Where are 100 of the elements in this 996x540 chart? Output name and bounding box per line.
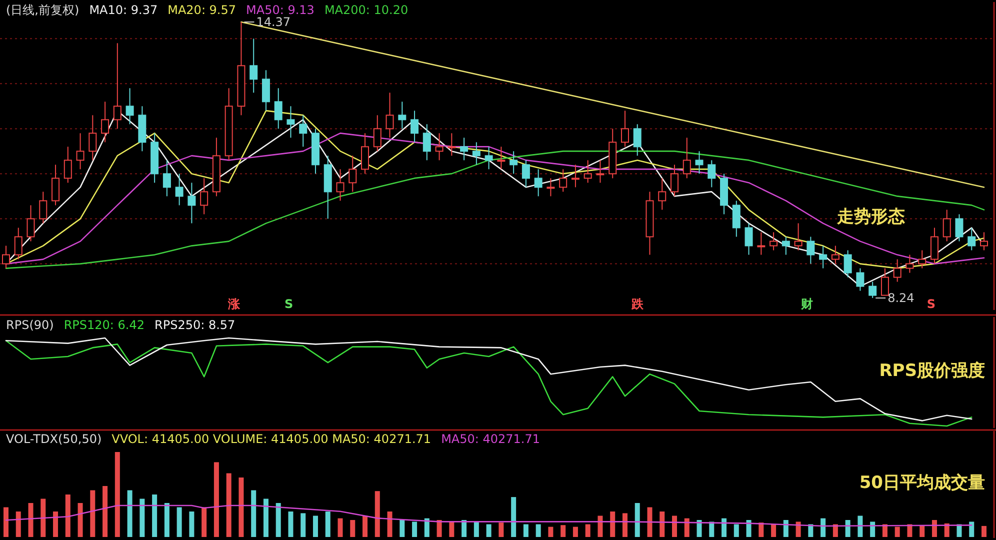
candlestick bbox=[373, 114, 382, 152]
candlestick bbox=[856, 268, 864, 292]
bar bbox=[90, 490, 96, 537]
bar bbox=[982, 526, 986, 537]
bar bbox=[722, 518, 727, 537]
bar bbox=[276, 503, 281, 537]
bar bbox=[28, 503, 34, 537]
candlestick bbox=[633, 124, 642, 156]
bar bbox=[263, 498, 268, 537]
bar bbox=[486, 524, 492, 537]
bar bbox=[312, 516, 318, 537]
bar bbox=[300, 513, 306, 537]
chart-title: (日线,前复权) bbox=[6, 3, 80, 17]
bar bbox=[572, 526, 578, 537]
bar bbox=[622, 513, 628, 537]
bar bbox=[251, 490, 256, 537]
annotation: S bbox=[284, 297, 294, 311]
candlestick bbox=[386, 92, 394, 138]
bar bbox=[498, 522, 504, 537]
bar bbox=[870, 522, 876, 537]
candlestick bbox=[682, 137, 691, 179]
text: MA10: 9.37 bbox=[89, 3, 158, 17]
bar bbox=[511, 497, 516, 537]
chart-title: VOL-TDX(50,50) bbox=[6, 432, 102, 446]
bar bbox=[585, 524, 590, 537]
bar bbox=[4, 507, 8, 537]
bar bbox=[362, 516, 368, 537]
bar bbox=[858, 516, 863, 537]
candlestick bbox=[200, 178, 208, 215]
candlestick bbox=[2, 245, 10, 269]
candlestick bbox=[658, 178, 666, 210]
bar bbox=[400, 520, 405, 537]
bar bbox=[412, 522, 418, 537]
candlestick bbox=[435, 132, 444, 161]
annotation: 涨 bbox=[227, 297, 242, 311]
candlestick bbox=[250, 38, 258, 94]
candlestick bbox=[510, 150, 518, 174]
candlestick bbox=[448, 132, 456, 156]
bar bbox=[40, 498, 46, 537]
bar bbox=[548, 526, 554, 537]
bar bbox=[202, 507, 207, 537]
candlestick bbox=[484, 146, 493, 170]
bar bbox=[832, 524, 838, 537]
bar bbox=[102, 486, 108, 537]
bar bbox=[932, 520, 937, 537]
bar bbox=[436, 520, 442, 537]
bar bbox=[226, 473, 232, 537]
annotation: 跌 bbox=[630, 297, 644, 311]
candlestick bbox=[26, 204, 35, 242]
bar bbox=[523, 524, 528, 537]
candlestick bbox=[732, 200, 740, 238]
candlestick bbox=[534, 168, 542, 197]
candlestick bbox=[472, 142, 480, 166]
candlestick bbox=[880, 268, 889, 296]
candlestick bbox=[126, 88, 134, 125]
text: MA20: 9.57 bbox=[168, 3, 236, 17]
bar bbox=[474, 522, 479, 537]
bar bbox=[325, 512, 330, 537]
candlestick bbox=[708, 160, 716, 188]
bar bbox=[374, 491, 380, 537]
bar bbox=[907, 524, 912, 537]
candlestick bbox=[422, 124, 431, 161]
bar bbox=[746, 520, 752, 537]
candlestick bbox=[942, 209, 951, 242]
bar bbox=[796, 522, 801, 537]
candlestick bbox=[14, 227, 22, 260]
candlestick bbox=[794, 222, 802, 251]
bar bbox=[238, 478, 244, 537]
bar bbox=[152, 494, 158, 537]
candlestick bbox=[955, 214, 964, 242]
bar bbox=[684, 518, 690, 537]
candlestick bbox=[620, 110, 629, 148]
candlestick bbox=[868, 281, 877, 298]
annotation: 财 bbox=[800, 297, 813, 311]
candlestick bbox=[410, 110, 419, 143]
bar bbox=[65, 494, 70, 537]
candlestick bbox=[497, 146, 506, 170]
bar bbox=[350, 520, 356, 537]
bar bbox=[709, 522, 714, 537]
bar bbox=[969, 522, 974, 537]
series-label: RPS120: 6.42 bbox=[64, 318, 144, 332]
candlestick bbox=[596, 160, 604, 184]
candlestick bbox=[361, 132, 370, 174]
candlestick bbox=[844, 250, 852, 278]
chart-title: RPS(90) bbox=[6, 318, 54, 332]
candlestick bbox=[806, 236, 815, 264]
bar bbox=[560, 525, 566, 537]
candlestick bbox=[930, 227, 938, 264]
bar bbox=[387, 512, 392, 537]
candlestick bbox=[39, 191, 48, 224]
candlestick bbox=[819, 245, 828, 269]
candlestick bbox=[101, 101, 110, 143]
bar bbox=[634, 503, 640, 537]
candlestick bbox=[299, 114, 308, 148]
candlestick bbox=[559, 168, 568, 192]
bar bbox=[647, 507, 652, 537]
text: MA200: 10.20 bbox=[324, 3, 408, 17]
candlestick bbox=[262, 70, 270, 112]
candlestick bbox=[348, 155, 357, 192]
bar bbox=[598, 516, 603, 537]
